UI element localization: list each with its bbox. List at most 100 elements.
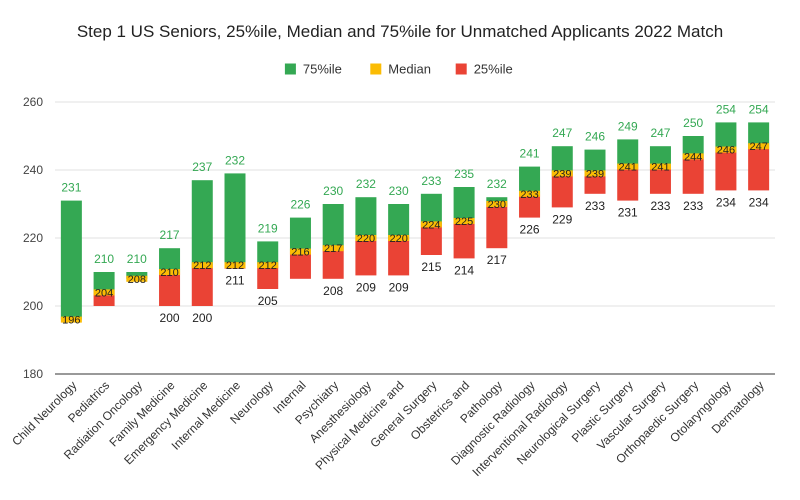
p75-label: 230	[389, 184, 409, 198]
bar-p25	[715, 149, 737, 191]
bar-median	[617, 163, 639, 170]
p75-label: 232	[356, 177, 376, 191]
median-label: 212	[259, 260, 277, 272]
p25-label: 211	[225, 274, 244, 288]
median-label: 220	[389, 233, 407, 245]
p75-label: 247	[552, 126, 572, 140]
bar-median	[289, 248, 311, 255]
p75-label: 241	[520, 147, 540, 161]
p25-label: 233	[650, 199, 670, 213]
bar-p25	[649, 166, 671, 194]
bar-p75	[453, 187, 475, 221]
p75-label: 226	[290, 198, 310, 212]
bar-p75	[420, 193, 442, 225]
median-label: 220	[357, 233, 375, 245]
bar-p75	[519, 166, 541, 194]
p75-label: 210	[94, 252, 114, 266]
p75-label: 232	[487, 177, 507, 191]
bar-p75	[355, 197, 377, 238]
p75-label: 250	[683, 116, 703, 130]
bar-median	[748, 143, 770, 150]
bar-p25	[519, 193, 541, 218]
bar-p25	[93, 292, 115, 306]
bar-p25	[289, 251, 311, 279]
bar-p25	[355, 238, 377, 276]
bar-median	[649, 163, 671, 170]
y-tick-label: 260	[23, 95, 43, 109]
bar-p75	[126, 272, 148, 279]
bar-p75	[60, 200, 82, 320]
median-label: 208	[128, 274, 146, 286]
median-label: 241	[651, 162, 669, 174]
y-tick-label: 220	[23, 231, 43, 245]
bar-p25	[159, 272, 181, 306]
bar-p25	[486, 204, 508, 249]
p75-label: 230	[323, 184, 343, 198]
p25-label: 200	[192, 311, 212, 325]
p25-label: 229	[552, 212, 572, 226]
bar-p75	[649, 146, 671, 167]
bar-p75	[159, 248, 181, 272]
bar-median	[159, 269, 181, 275]
p25-label: 200	[160, 311, 180, 325]
p25-label: 234	[716, 195, 736, 209]
median-label: 204	[95, 287, 113, 299]
y-tick-label: 240	[23, 163, 43, 177]
bar-p75	[191, 180, 213, 266]
p75-label: 235	[454, 167, 474, 181]
bar-p25	[584, 173, 606, 194]
bar-median	[355, 235, 377, 241]
bar-median	[420, 221, 442, 228]
p25-label: 233	[683, 199, 703, 213]
bar-median	[715, 146, 737, 153]
median-label: 247	[749, 141, 767, 153]
median-label: 212	[226, 260, 244, 272]
legend-label-median: Median	[388, 62, 431, 77]
p75-label: 232	[225, 153, 245, 167]
p75-label: 231	[61, 181, 81, 195]
bar-p75	[257, 241, 279, 266]
bar-p75	[388, 204, 410, 238]
chart-title: Step 1 US Seniors, 25%ile, Median and 75…	[76, 22, 724, 41]
bar-p25	[420, 224, 442, 255]
p75-label: 233	[421, 174, 441, 188]
median-label: 196	[62, 315, 80, 327]
median-label: 230	[488, 199, 506, 211]
bar-median	[322, 245, 344, 252]
p25-label: 214	[454, 263, 474, 277]
bar-p75	[93, 272, 115, 293]
p25-label: 217	[487, 253, 507, 267]
p75-label: 246	[585, 130, 605, 144]
bar-p25	[388, 238, 410, 276]
median-label: 239	[586, 168, 604, 180]
legend-swatch-median	[370, 63, 382, 75]
bar-median	[257, 262, 279, 269]
bar-p75	[584, 149, 606, 174]
bar-p25	[453, 221, 475, 259]
median-label: 239	[553, 168, 571, 180]
bar-p25	[191, 265, 213, 306]
bar-p75	[748, 122, 770, 147]
p25-label: 226	[520, 223, 540, 237]
p25-label: 215	[421, 260, 441, 274]
bar-median	[584, 170, 606, 177]
p25-label: 231	[618, 206, 638, 220]
bar-p25	[682, 156, 704, 194]
y-tick-label: 180	[23, 367, 43, 381]
bar-p75	[224, 173, 246, 266]
p25-label: 234	[749, 195, 769, 209]
bar-median	[519, 190, 541, 197]
bar-median	[224, 262, 246, 269]
p75-label: 217	[160, 228, 180, 242]
bar-p75	[617, 139, 639, 167]
median-label: 244	[684, 151, 702, 163]
bar-median	[551, 170, 573, 177]
p25-label: 209	[389, 280, 409, 294]
bar-p25	[748, 146, 770, 191]
median-label: 246	[717, 145, 735, 157]
median-label: 212	[193, 260, 211, 272]
median-label: 241	[619, 162, 637, 174]
bar-median	[93, 289, 115, 296]
bar-p75	[322, 204, 344, 249]
